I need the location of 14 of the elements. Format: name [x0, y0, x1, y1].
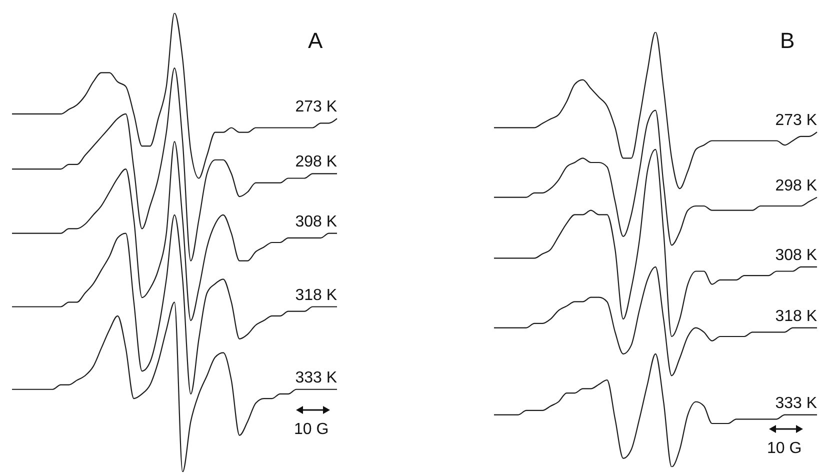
chart-title: B	[780, 28, 795, 54]
annotation: 10 G	[767, 440, 803, 458]
series-label: 333 K	[295, 369, 338, 386]
series-label: 308 K	[775, 246, 818, 264]
series-label: 298 K	[775, 177, 818, 194]
series-label: 333 K	[775, 394, 818, 412]
series-label: 298 K	[295, 154, 338, 171]
series-label: 318 K	[295, 286, 338, 304]
text: A	[308, 28, 323, 54]
series-label: 318 K	[775, 308, 818, 325]
annotation: 10 G	[294, 421, 330, 439]
series-label: 273 K	[775, 112, 818, 130]
series-label: 308 K	[295, 213, 338, 230]
series-label: 273 K	[295, 98, 338, 116]
